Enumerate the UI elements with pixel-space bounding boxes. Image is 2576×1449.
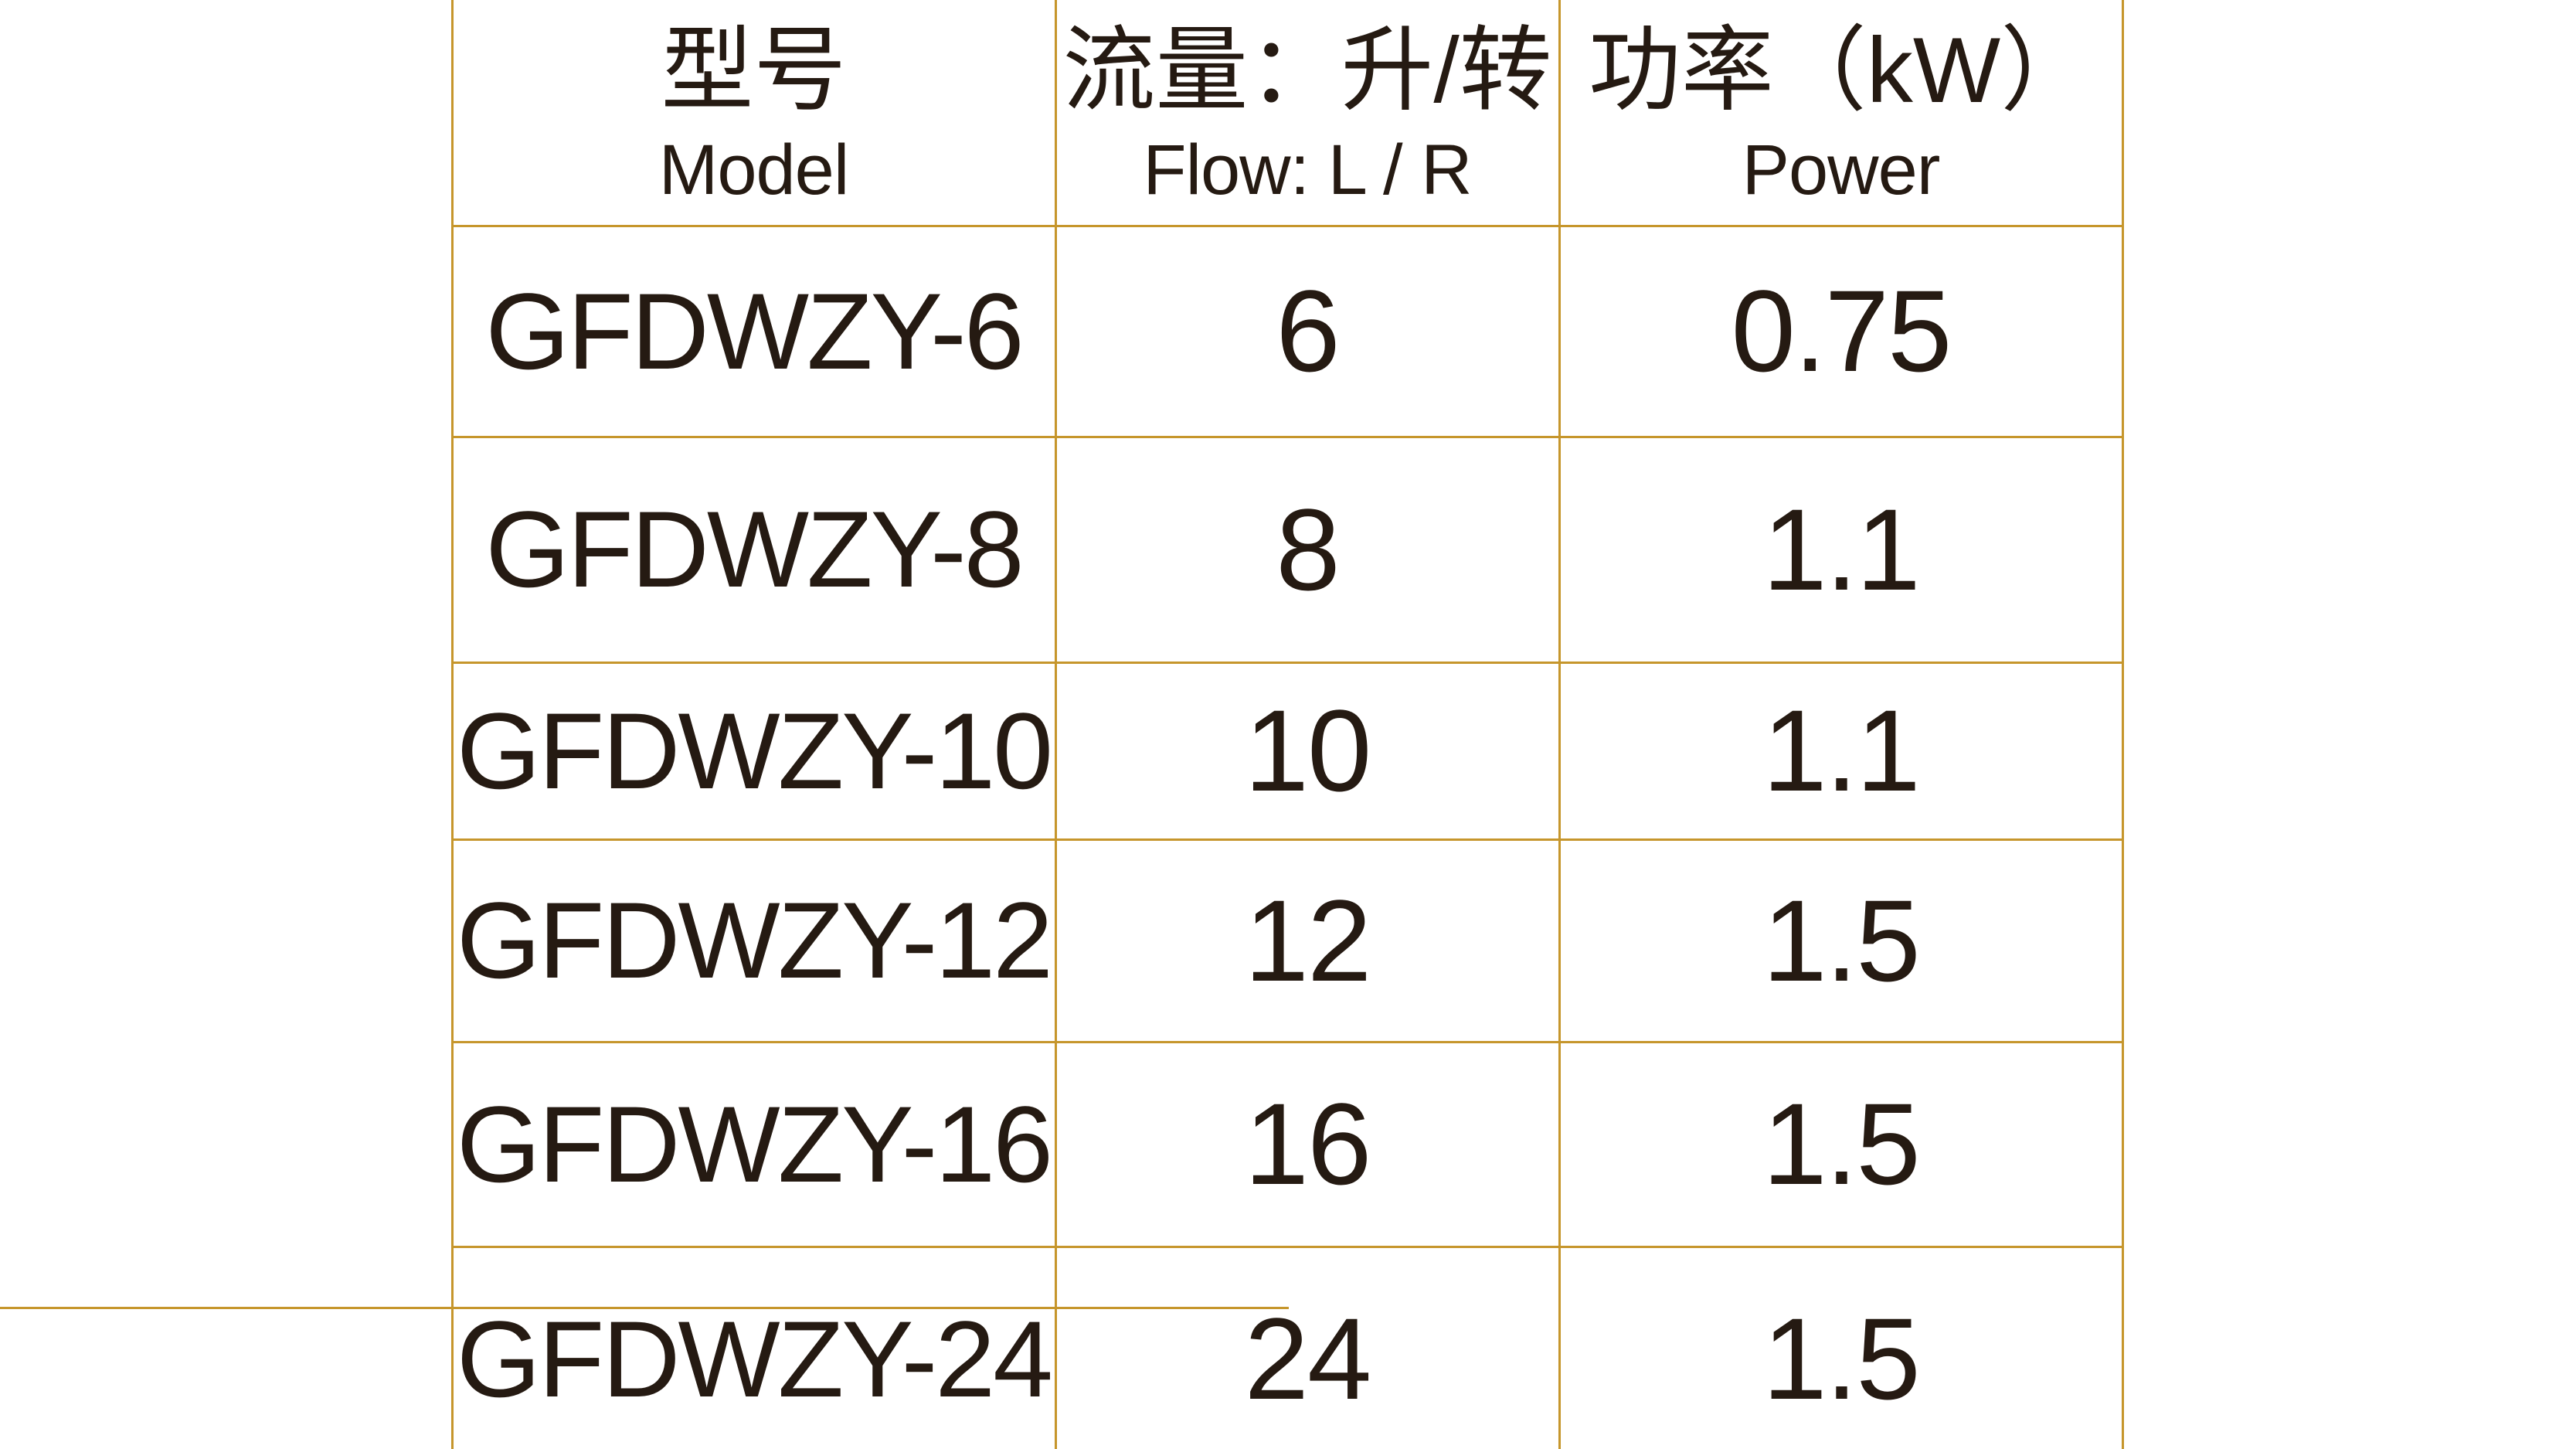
power-cell: 1.5 (1762, 875, 1921, 1005)
flow-cell: 12 (1244, 875, 1372, 1005)
table-row: GFDWZY-8 8 1.1 (452, 437, 2122, 662)
flow-cell: 6 (1276, 266, 1340, 396)
power-cell: 0.75 (1731, 266, 1952, 396)
row-divider-line (452, 436, 2124, 438)
flow-cell: 8 (1276, 484, 1340, 614)
flow-cell: 24 (1244, 1294, 1372, 1423)
header-cell-flow: 流量：升/转 Flow: L / R (1055, 0, 1559, 226)
model-cell: GFDWZY-16 (456, 1083, 1053, 1205)
header-power-zh: 功率（kW） (1588, 18, 2094, 122)
power-cell: 1.5 (1762, 1079, 1921, 1209)
table-col-divider-flow-power (1558, 0, 1561, 1449)
row-divider-line (452, 1246, 2124, 1248)
model-cell: GFDWZY-24 (456, 1298, 1053, 1420)
model-cell: GFDWZY-6 (485, 270, 1024, 392)
table-row: GFDWZY-6 6 0.75 (452, 226, 2122, 437)
table-row: GFDWZY-24 24 1.5 (452, 1294, 2122, 1449)
power-cell: 1.1 (1762, 685, 1921, 815)
header-cell-model: 型号 Model (452, 0, 1055, 226)
table-header-row: 型号 Model 流量：升/转 Flow: L / R 功率（kW） Power (452, 0, 2122, 226)
table-row: GFDWZY-12 12 1.5 (452, 839, 2122, 1042)
header-flow-zh: 流量：升/转 (1062, 18, 1552, 122)
header-model-zh: 型号 (661, 18, 847, 122)
header-bottom-border-line (452, 225, 2124, 227)
header-cell-power: 功率（kW） Power (1559, 0, 2122, 226)
row-divider-line (452, 838, 2124, 841)
flow-cell: 16 (1244, 1079, 1372, 1209)
table-col-divider-model-flow (1055, 0, 1057, 1449)
flow-cell: 10 (1244, 685, 1372, 815)
table-right-border-line (2122, 0, 2124, 1449)
power-cell: 1.5 (1762, 1294, 1921, 1423)
header-flow-en: Flow: L / R (1143, 131, 1472, 210)
table-row: GFDWZY-16 16 1.5 (452, 1042, 2122, 1247)
table-left-border-line (451, 0, 454, 1449)
row-divider-line (452, 662, 2124, 664)
header-power-en: Power (1742, 131, 1941, 210)
row-divider-line (452, 1041, 2124, 1043)
model-cell: GFDWZY-8 (485, 488, 1024, 610)
power-cell: 1.1 (1762, 484, 1921, 614)
model-cell: GFDWZY-10 (456, 689, 1053, 811)
partial-row-divider-line (0, 1307, 1289, 1309)
header-model-en: Model (658, 131, 850, 210)
model-cell: GFDWZY-12 (456, 879, 1053, 1001)
table-row: GFDWZY-10 10 1.1 (452, 662, 2122, 839)
